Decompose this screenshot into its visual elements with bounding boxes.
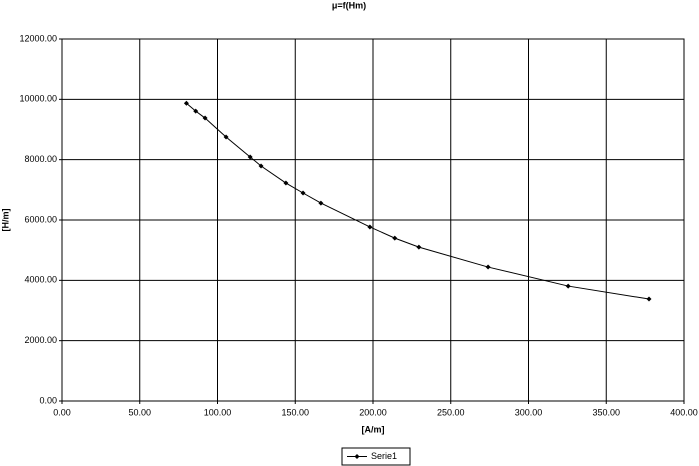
data-point [565,283,571,289]
legend-box [341,447,411,466]
x-tick-label: 100.00 [204,407,232,417]
x-tick-label: 300.00 [515,407,543,417]
x-tick-label: 50.00 [128,407,151,417]
data-point [183,100,189,106]
y-tick-label: 2000.00 [24,335,57,345]
data-point [193,108,199,114]
data-point [485,264,491,270]
x-tick-label: 150.00 [281,407,309,417]
y-axis-label: [H/m] [0,209,10,232]
data-point [646,296,652,302]
data-point [283,180,289,186]
data-point [367,224,373,230]
x-tick-label: 400.00 [670,407,698,417]
x-tick-label: 200.00 [359,407,387,417]
y-tick-label: 8000.00 [24,154,57,164]
data-point [247,154,253,160]
x-axis-label: [A/m] [362,424,385,434]
y-tick-label: 6000.00 [24,214,57,224]
legend-label: Serie1 [371,451,397,461]
y-tick-label: 10000.00 [19,94,57,104]
data-point [416,244,422,250]
data-point [318,200,324,206]
y-tick-label: 0.00 [39,395,57,405]
chart-title: μ=f(Hm) [332,0,366,10]
data-point [223,134,229,140]
data-point [300,190,306,196]
x-tick-label: 0.00 [53,407,71,417]
data-point [202,115,208,121]
x-tick-label: 350.00 [592,407,620,417]
legend-marker [354,454,360,459]
data-point [392,235,398,241]
data-point [258,163,264,169]
y-tick-label: 4000.00 [24,275,57,285]
y-tick-label: 12000.00 [19,33,57,43]
x-tick-label: 250.00 [437,407,465,417]
